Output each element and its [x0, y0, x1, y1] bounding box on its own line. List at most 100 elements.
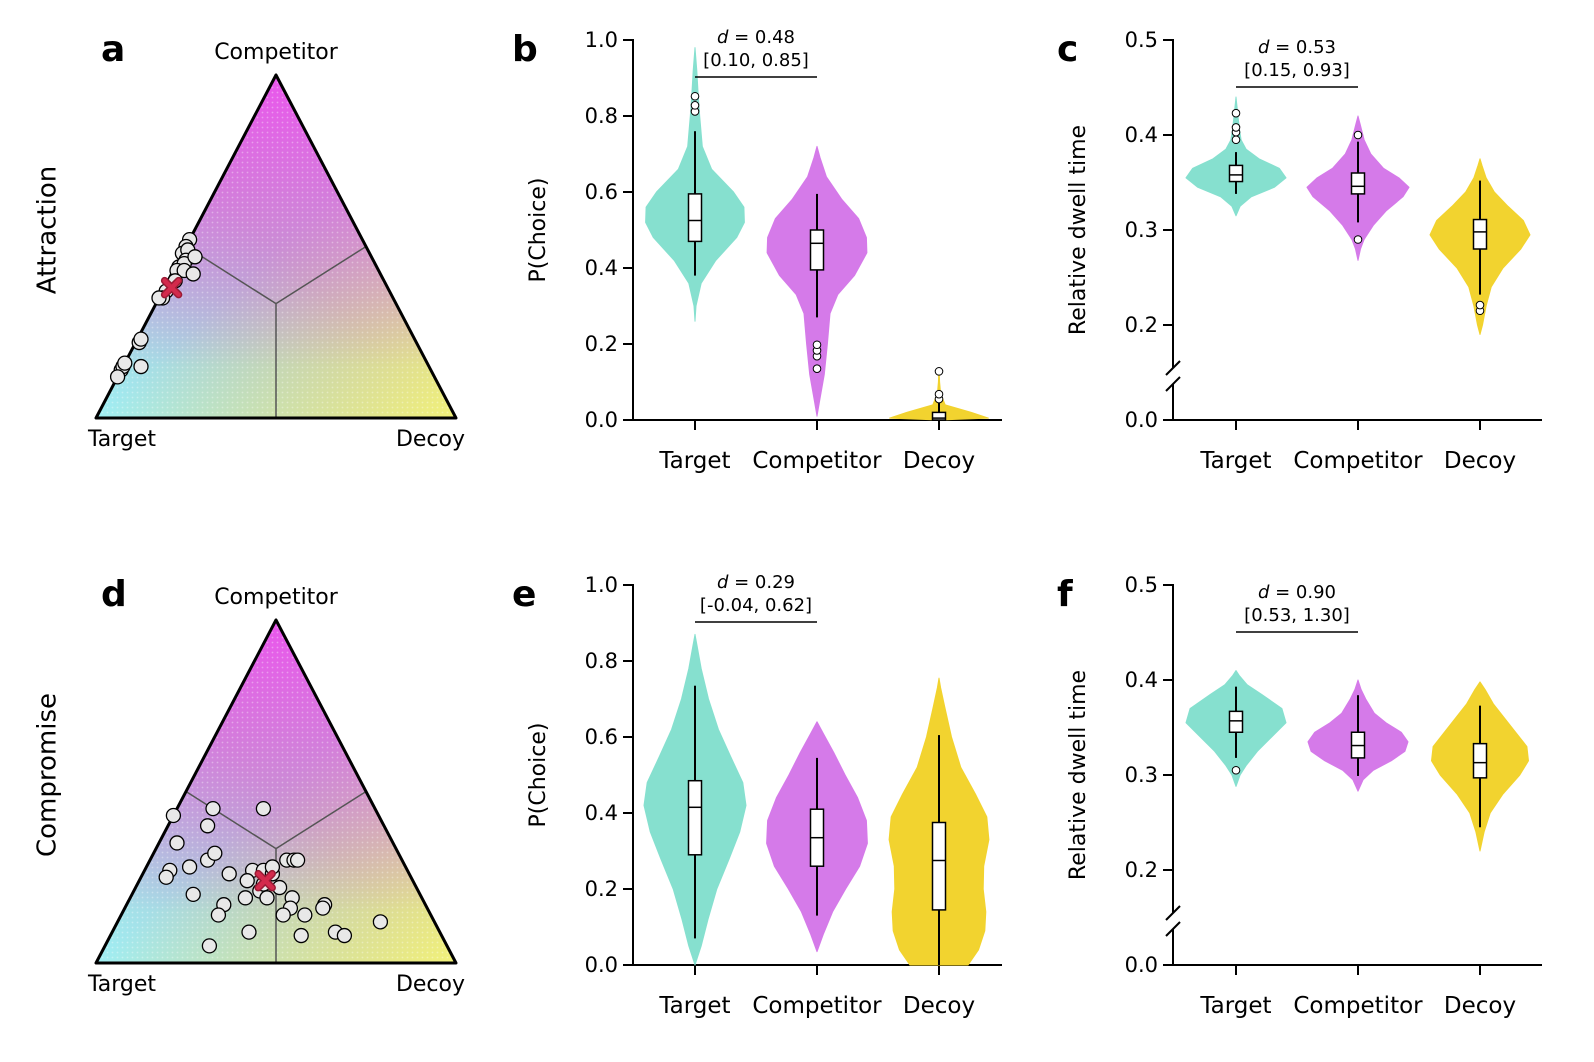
axis-break-mark [1165, 376, 1181, 392]
vertex-label-decoy: Decoy [396, 427, 465, 452]
ternary-boundary-line [275, 790, 367, 850]
y-tick-label: 0.0 [585, 953, 618, 977]
axis-break-mark [1165, 905, 1181, 921]
outlier-point [1231, 123, 1241, 132]
iqr-box [1350, 172, 1366, 195]
boxplot-target [687, 685, 703, 939]
iqr-box [687, 193, 703, 243]
effect-size-value: = 0.53 [1269, 37, 1336, 58]
participant-point [315, 900, 331, 916]
boxplot-target [687, 91, 703, 276]
panel-letter-e: e [512, 574, 536, 615]
x-tick-label-target: Target [1199, 993, 1271, 1019]
effect-size-label: d = 0.48 [717, 27, 795, 48]
participant-point [239, 873, 255, 889]
y-tick-label: 0.3 [1125, 763, 1158, 787]
effect-size-symbol: d [717, 27, 729, 48]
vertex-label-target: Target [87, 427, 156, 452]
y-tick-label: 0.4 [585, 256, 618, 280]
participant-point [336, 927, 353, 944]
ternary-texture [96, 75, 456, 418]
boxplot-competitor [1350, 130, 1366, 244]
participant-point [372, 914, 389, 930]
participant-point [293, 927, 309, 944]
panel-letter-d: d [101, 574, 127, 615]
vertex-label-competitor: Competitor [214, 40, 339, 65]
effect-size-label: d = 0.29 [717, 572, 795, 593]
x-tick-label-decoy: Decoy [903, 993, 975, 1019]
y-tick-label: 0.2 [585, 332, 618, 356]
participant-point [133, 331, 149, 347]
iqr-box [809, 229, 825, 271]
participant-point [207, 845, 223, 861]
y-axis-label: P(Choice) [526, 178, 551, 283]
iqr-box [1472, 742, 1488, 779]
outlier-point [934, 389, 944, 399]
y-tick-label: 0.0 [1125, 953, 1158, 977]
x-tick-label-competitor: Competitor [1293, 448, 1423, 474]
effect-size-value: = 0.48 [728, 27, 795, 48]
x-tick-label-competitor: Competitor [752, 993, 882, 1019]
boxplot-decoy [931, 367, 947, 421]
participant-point [297, 907, 313, 923]
participant-point [109, 369, 126, 385]
iqr-box [1472, 218, 1488, 250]
x-tick-label-target: Target [658, 993, 730, 1019]
axis-break-mark [1165, 360, 1181, 376]
violin-dwell-compromise: 0.0 0.2 0.3 0.4 0.5 Relative dwell time Target… [1066, 573, 1542, 1019]
participant-point [289, 852, 306, 868]
x-tick-label-decoy: Decoy [903, 448, 975, 474]
y-tick-label: 0.8 [585, 649, 618, 673]
x-tick-label-decoy: Decoy [1444, 993, 1516, 1019]
boxplot-decoy [1472, 705, 1488, 828]
ternary-texture [96, 620, 456, 963]
violin-choice-attraction: 0.0 0.2 0.4 0.6 0.8 1.0 P(Choice) Target Competi… [526, 27, 1002, 474]
participant-point [158, 869, 174, 885]
mean-cross [162, 278, 181, 297]
participant-point [210, 907, 227, 923]
y-tick-label: 0.4 [585, 801, 618, 825]
iqr-box [1228, 710, 1244, 733]
y-tick-label: 0.2 [1125, 313, 1158, 337]
effect-size-label: d = 0.53 [1258, 37, 1336, 58]
y-axis-label: Relative dwell time [1066, 670, 1091, 880]
effect-size-value: = 0.90 [1269, 582, 1336, 603]
outlier-point [1475, 300, 1485, 310]
participant-point [259, 890, 275, 906]
outlier-point [690, 91, 700, 101]
row-label-attraction: Attraction [33, 166, 63, 294]
participant-point [165, 807, 182, 824]
outlier-point [1353, 235, 1363, 244]
y-axis-label: P(Choice) [526, 723, 551, 828]
y-tick-label: 0.2 [1125, 858, 1158, 882]
row-label-compromise: Compromise [33, 693, 63, 857]
outlier-point [1231, 765, 1241, 775]
participant-point [181, 859, 198, 875]
participant-point [201, 938, 218, 954]
ternary-boundary-line [275, 245, 367, 305]
participant-point [237, 890, 254, 906]
y-tick-label: 0.4 [1125, 668, 1158, 692]
mean-cross-marker [160, 276, 183, 299]
boxplot-target [1228, 686, 1244, 775]
outlier-point [812, 340, 822, 350]
y-axis-label: Relative dwell time [1066, 125, 1091, 335]
participant-point [275, 907, 291, 923]
violin-choice-compromise: 0.0 0.2 0.4 0.6 0.8 1.0 P(Choice) Target Competi… [526, 572, 1002, 1019]
boxplot-competitor [809, 193, 825, 374]
confidence-interval-label: [0.10, 0.85] [703, 50, 809, 71]
x-tick-label-competitor: Competitor [1293, 993, 1423, 1019]
panel-letter-a: a [101, 29, 125, 70]
mean-cross [255, 871, 275, 890]
participant-point [133, 358, 149, 375]
axis-break-mark [1165, 921, 1181, 937]
confidence-interval-label: [0.15, 0.93] [1244, 60, 1350, 81]
iqr-box [931, 821, 947, 911]
y-tick-label: 0.6 [585, 725, 618, 749]
y-tick-label: 1.0 [585, 573, 618, 597]
participant-point [205, 801, 221, 817]
outlier-point [934, 367, 944, 376]
violin-dwell-attraction: 0.0 0.2 0.3 0.4 0.5 Relative dwell time Target… [1066, 28, 1542, 474]
outlier-point [690, 101, 700, 110]
